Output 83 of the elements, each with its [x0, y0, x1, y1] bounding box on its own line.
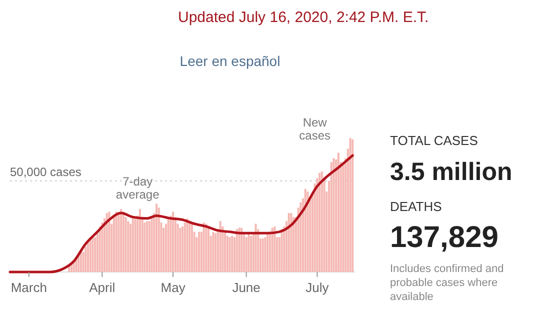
bar [188, 222, 191, 272]
chart-subtitle: Leer en español [180, 53, 280, 69]
bar [122, 212, 124, 272]
bar [254, 224, 257, 272]
x-tick-label: March [10, 280, 47, 295]
bar [262, 238, 264, 272]
bar [127, 221, 130, 272]
x-tick-label: June [232, 280, 260, 295]
text: 137,829 [390, 221, 498, 254]
bar [337, 152, 340, 272]
bar [101, 222, 104, 272]
bar [288, 213, 290, 272]
text: DEATHS [390, 199, 442, 214]
bar [132, 217, 134, 272]
bar [250, 236, 252, 272]
bar [330, 162, 332, 272]
bar [115, 212, 118, 272]
text: TOTAL CASES [390, 133, 478, 148]
bar [86, 241, 89, 272]
bar [280, 229, 283, 272]
bar [89, 237, 92, 272]
chart-title: Updated July 16, 2020, 2:42 P.M. E.T. [178, 9, 429, 26]
bar [264, 237, 266, 272]
bar [320, 172, 323, 272]
bar [156, 204, 158, 272]
bar [138, 209, 141, 272]
bar [106, 213, 108, 272]
bar [134, 218, 136, 272]
bar [118, 213, 120, 272]
bar [150, 217, 153, 272]
text: 3.5 million [390, 158, 512, 186]
bar [300, 202, 302, 272]
bar [290, 213, 292, 272]
bar [108, 212, 110, 272]
bar [212, 232, 214, 272]
bar [236, 229, 238, 272]
bar [148, 221, 150, 272]
bar [219, 221, 222, 272]
ref-line-label: 50,000 cases [10, 164, 82, 179]
annotation: 7-day average [116, 174, 160, 202]
annotation: New cases [299, 115, 331, 142]
bar [271, 228, 274, 272]
bar [92, 236, 94, 272]
bar [318, 172, 321, 272]
bar [240, 228, 243, 272]
bar [207, 228, 210, 272]
bar [198, 232, 200, 272]
bar [304, 188, 306, 272]
x-tick-label: April [89, 280, 116, 295]
bar [332, 158, 335, 272]
bar [205, 224, 208, 272]
bar [144, 222, 146, 272]
bar [292, 217, 295, 272]
bar [268, 232, 271, 272]
bar [186, 218, 188, 272]
bar [245, 237, 248, 272]
bar [226, 236, 228, 272]
bar [274, 226, 276, 272]
bar [170, 216, 172, 272]
bar [190, 224, 193, 272]
bar [98, 226, 101, 272]
text: Includes confirmed and probable cases where available [390, 263, 504, 303]
bar [306, 192, 309, 272]
bar [214, 233, 217, 272]
bar [179, 228, 182, 272]
bar [172, 212, 174, 272]
bar [158, 208, 160, 272]
bar [352, 139, 354, 272]
bar [167, 218, 170, 272]
bar [266, 233, 269, 272]
bar [248, 232, 250, 272]
bar [228, 237, 231, 272]
x-tick-label: July [306, 280, 330, 295]
bar [184, 222, 186, 272]
bar [146, 221, 148, 272]
bar [238, 228, 240, 272]
bar [349, 138, 352, 272]
bar [120, 209, 122, 272]
bar [94, 237, 96, 272]
bar [182, 226, 184, 272]
bar [231, 236, 234, 272]
bar [202, 222, 205, 272]
x-tick-label: May [160, 280, 186, 295]
